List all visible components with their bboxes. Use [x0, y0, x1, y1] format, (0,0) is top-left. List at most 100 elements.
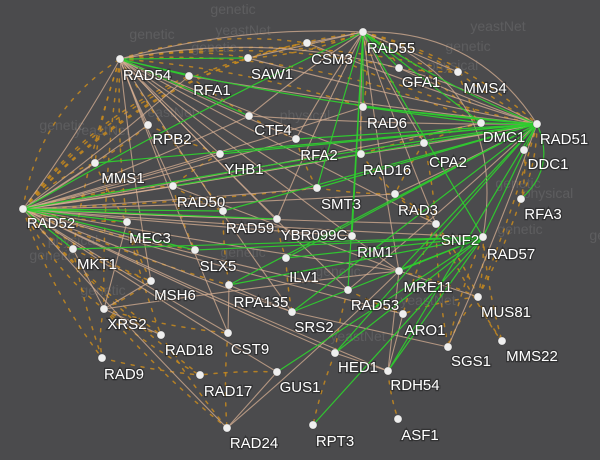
node-RAD54[interactable]: RAD54: [115, 54, 172, 85]
node-dot-YHB1[interactable]: [215, 149, 225, 159]
node-label-RAD59[interactable]: RAD59: [225, 219, 276, 239]
node-ASF1[interactable]: ASF1: [393, 414, 440, 445]
node-dot-RAD50[interactable]: [168, 181, 178, 191]
node-dot-RAD54[interactable]: [115, 54, 125, 64]
node-dot-CST9[interactable]: [223, 328, 233, 338]
node-RAD9[interactable]: RAD9: [97, 353, 146, 385]
node-RAD17[interactable]: RAD17: [195, 370, 253, 401]
node-dot-SLX5[interactable]: [190, 245, 200, 255]
node-RPB2[interactable]: RPB2: [143, 120, 193, 150]
node-dot-RAD9[interactable]: [97, 353, 107, 363]
node-label-SLX5[interactable]: SLX5: [198, 257, 237, 277]
node-dot-RAD17[interactable]: [195, 370, 205, 380]
node-GFA1[interactable]: GFA1: [394, 63, 442, 93]
node-dot-CSM3[interactable]: [302, 38, 312, 48]
node-DMC1[interactable]: DMC1: [476, 118, 527, 147]
node-RAD3[interactable]: RAD3: [390, 189, 440, 221]
node-label-RFA2[interactable]: RFA2: [299, 146, 339, 166]
node-RAD53[interactable]: RAD53: [343, 285, 401, 316]
node-dot-GUS1[interactable]: [272, 367, 282, 377]
node-dot-SGS1[interactable]: [443, 342, 453, 352]
node-RAD50[interactable]: RAD50: [168, 181, 227, 213]
node-label-RAD52[interactable]: RAD52: [26, 214, 77, 234]
node-ILV1[interactable]: ILV1: [281, 253, 320, 288]
node-dot-RFA2[interactable]: [291, 134, 301, 144]
node-dot-HED1[interactable]: [330, 348, 340, 358]
node-dot-RAD55[interactable]: [358, 27, 368, 37]
node-dot-RFA3[interactable]: [516, 194, 526, 204]
node-label-ARO1[interactable]: ARO1: [403, 321, 446, 341]
node-CPA2[interactable]: CPA2: [419, 138, 468, 172]
node-label-CSM3[interactable]: CSM3: [310, 50, 354, 70]
node-label-RAD53[interactable]: RAD53: [350, 296, 401, 316]
node-HED1[interactable]: HED1: [330, 348, 379, 377]
node-label-RAD24[interactable]: RAD24: [229, 434, 280, 454]
node-label-RPT3[interactable]: RPT3: [315, 432, 356, 452]
node-ARO1[interactable]: ARO1: [398, 309, 447, 341]
node-RFA3[interactable]: RFA3: [516, 194, 563, 224]
node-label-RDH54[interactable]: RDH54: [389, 376, 441, 396]
node-RAD51[interactable]: RAD51: [532, 119, 590, 150]
node-MEC3[interactable]: MEC3: [122, 217, 172, 248]
node-label-RAD57[interactable]: RAD57: [486, 245, 537, 265]
node-label-SMT3[interactable]: SMT3: [320, 195, 363, 215]
node-dot-RPB2[interactable]: [143, 120, 153, 130]
node-label-YBR099C[interactable]: YBR099C: [279, 226, 348, 246]
node-dot-SMT3[interactable]: [312, 183, 322, 193]
node-label-RPA135[interactable]: RPA135: [232, 293, 289, 313]
node-CSM3[interactable]: CSM3: [302, 38, 354, 70]
node-label-RAD16[interactable]: RAD16: [362, 161, 413, 181]
node-label-MSH6[interactable]: MSH6: [153, 286, 197, 306]
node-RAD59[interactable]: RAD59: [218, 206, 276, 239]
node-DDC1[interactable]: DDC1: [519, 145, 570, 175]
node-dot-MEC3[interactable]: [122, 217, 132, 227]
node-label-MRE11[interactable]: MRE11: [402, 278, 453, 298]
node-dot-RAD3[interactable]: [390, 189, 400, 199]
node-RPT3[interactable]: RPT3: [308, 420, 356, 452]
node-SMT3[interactable]: SMT3: [312, 183, 363, 215]
node-dot-RFA1[interactable]: [184, 71, 194, 81]
node-label-RFA1[interactable]: RFA1: [192, 81, 232, 101]
node-label-SGS1[interactable]: SGS1: [450, 352, 493, 372]
node-dot-ILV1[interactable]: [281, 253, 291, 263]
node-dot-RDH54[interactable]: [383, 366, 393, 376]
node-MSH6[interactable]: MSH6: [146, 276, 197, 306]
node-MUS81[interactable]: MUS81: [473, 292, 533, 323]
node-dot-MMS22[interactable]: [497, 336, 507, 346]
node-label-XRS2[interactable]: XRS2: [106, 315, 148, 335]
node-label-RAD50[interactable]: RAD50: [176, 193, 227, 213]
node-dot-CTF4[interactable]: [244, 111, 254, 121]
node-label-MUS81[interactable]: MUS81: [480, 303, 533, 323]
node-YBR099C[interactable]: YBR099C: [272, 214, 349, 246]
node-RAD57[interactable]: RAD57: [478, 232, 537, 265]
node-RAD52[interactable]: RAD52: [18, 204, 77, 234]
node-dot-SNF2[interactable]: [431, 219, 441, 229]
node-label-MKT1[interactable]: MKT1: [76, 255, 119, 275]
node-dot-MSH6[interactable]: [146, 276, 156, 286]
node-SNF2[interactable]: SNF2: [431, 219, 481, 251]
node-RIM1[interactable]: RIM1: [347, 231, 394, 262]
node-label-GFA1[interactable]: GFA1: [401, 73, 442, 93]
node-dot-MKT1[interactable]: [68, 244, 78, 254]
node-label-RAD3[interactable]: RAD3: [397, 201, 440, 221]
node-dot-XRS2[interactable]: [99, 304, 109, 314]
node-MRE11[interactable]: MRE11: [394, 266, 454, 298]
node-label-RPB2[interactable]: RPB2: [151, 130, 193, 150]
node-label-ILV1[interactable]: ILV1: [288, 268, 320, 288]
node-label-RAD18[interactable]: RAD18: [164, 341, 215, 361]
node-label-SRS2[interactable]: SRS2: [293, 318, 335, 338]
node-label-DDC1[interactable]: DDC1: [526, 155, 569, 175]
node-dot-DDC1[interactable]: [519, 145, 529, 155]
node-label-RAD51[interactable]: RAD51: [539, 130, 590, 150]
node-dot-MMS4[interactable]: [453, 67, 463, 77]
node-MMS22[interactable]: MMS22: [497, 336, 559, 366]
node-RAD16[interactable]: RAD16: [356, 149, 413, 181]
node-GUS1[interactable]: GUS1: [272, 367, 322, 397]
node-label-RAD9[interactable]: RAD9: [103, 365, 146, 385]
node-label-SNF2[interactable]: SNF2: [440, 231, 481, 251]
node-MMS4[interactable]: MMS4: [453, 67, 508, 98]
node-dot-RAD52[interactable]: [18, 204, 28, 214]
node-SRS2[interactable]: SRS2: [287, 307, 335, 338]
node-RPA135[interactable]: RPA135: [224, 280, 290, 313]
